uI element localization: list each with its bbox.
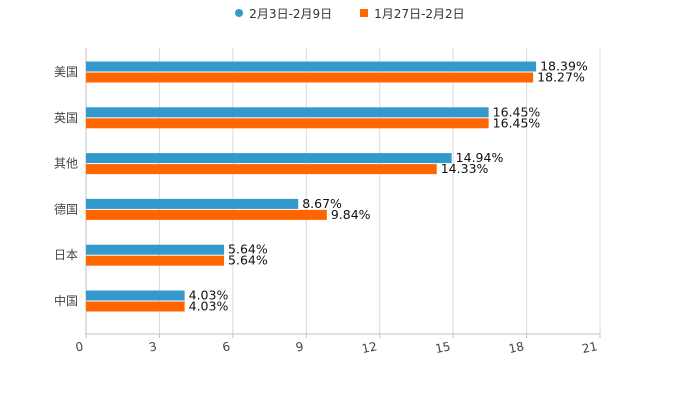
bar-series-2-3 xyxy=(86,209,327,220)
x-tick-label-0: 0 xyxy=(74,339,84,354)
data-label-series-1-2: 14.94% xyxy=(456,150,504,165)
x-tick-label-21: 21 xyxy=(581,339,599,356)
data-label-series-1-3: 8.67% xyxy=(302,196,342,211)
bar-series-2-4 xyxy=(86,255,225,266)
data-label-series-1-5: 4.03% xyxy=(189,288,229,303)
data-label-series-1-4: 5.64% xyxy=(228,242,268,257)
legend-item-series-1[interactable]: 2月3日-2月9日 xyxy=(235,5,332,22)
x-tick-label-6: 6 xyxy=(221,339,231,354)
legend-label-series-2: 1月27日-2月2日 xyxy=(374,6,465,21)
bar-series-1-5 xyxy=(86,290,185,301)
bar-series-1-4 xyxy=(86,244,225,255)
x-tick-label-15: 15 xyxy=(434,339,452,356)
chart-legend: 2月3日-2月9日 1月27日-2月2日 xyxy=(0,4,700,22)
bar-series-2-2 xyxy=(86,164,437,175)
data-label-series-2-4: 5.64% xyxy=(228,253,268,268)
x-tick-label-9: 9 xyxy=(295,339,305,354)
data-label-series-2-3: 9.84% xyxy=(331,207,371,222)
bar-series-2-5 xyxy=(86,301,185,312)
data-label-series-1-1: 16.45% xyxy=(493,104,541,119)
legend-marker-series-1 xyxy=(235,9,244,17)
category-label-4: 日本 xyxy=(54,248,78,262)
bar-series-2-0 xyxy=(86,72,534,83)
data-label-series-2-1: 16.45% xyxy=(493,115,541,130)
bar-series-1-3 xyxy=(86,198,299,209)
legend-marker-series-2 xyxy=(360,9,369,17)
data-label-series-2-0: 18.27% xyxy=(537,70,585,85)
category-label-0: 美国 xyxy=(54,65,78,79)
data-label-series-1-0: 18.39% xyxy=(540,59,588,74)
x-tick-label-12: 12 xyxy=(360,339,378,356)
legend-label-series-1: 2月3日-2月9日 xyxy=(249,6,333,21)
bar-series-1-2 xyxy=(86,153,452,164)
legend-item-series-2[interactable]: 1月27日-2月2日 xyxy=(360,5,465,22)
category-label-1: 英国 xyxy=(54,111,78,125)
bar-series-1-1 xyxy=(86,107,489,118)
data-label-series-2-2: 14.33% xyxy=(441,161,489,176)
bar-series-1-0 xyxy=(86,61,537,72)
data-label-series-2-5: 4.03% xyxy=(189,299,229,314)
category-label-2: 其他 xyxy=(54,157,78,171)
x-tick-label-18: 18 xyxy=(507,339,525,356)
category-label-5: 中国 xyxy=(54,293,78,308)
category-label-3: 德国 xyxy=(54,201,78,216)
bar-series-2-1 xyxy=(86,118,489,129)
x-tick-label-3: 3 xyxy=(148,339,158,354)
